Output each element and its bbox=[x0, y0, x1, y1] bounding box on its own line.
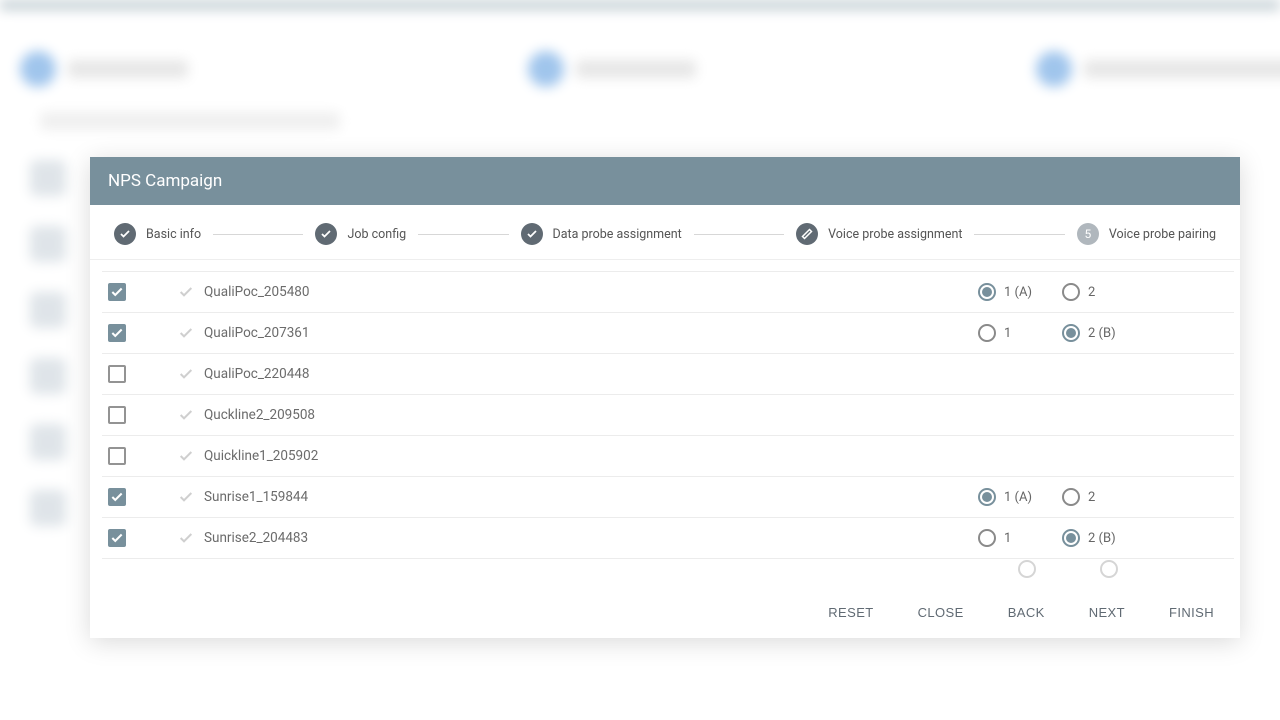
row-checkbox[interactable] bbox=[108, 447, 126, 465]
finish-button[interactable]: FINISH bbox=[1165, 599, 1218, 626]
status-check-icon bbox=[178, 530, 194, 546]
row-checkbox[interactable] bbox=[108, 365, 126, 383]
step-label: Voice probe pairing bbox=[1109, 227, 1216, 242]
reset-button[interactable]: RESET bbox=[824, 599, 877, 626]
probe-name: QualiPoc_220448 bbox=[204, 366, 309, 382]
row-checkbox[interactable] bbox=[108, 283, 126, 301]
radio-label: 1 (A) bbox=[1004, 285, 1034, 300]
row-checkbox[interactable] bbox=[108, 529, 126, 547]
pair-radio-option[interactable]: 1 (A) bbox=[978, 283, 1034, 301]
radio-icon bbox=[1062, 529, 1080, 547]
probe-name: QualiPoc_205480 bbox=[204, 284, 309, 300]
list-row: Sunrise1_159844 1 (A) 2 bbox=[102, 477, 1234, 518]
radio-label: 2 bbox=[1088, 285, 1118, 300]
radio-label: 1 (A) bbox=[1004, 490, 1034, 505]
list-row: QualiPoc_205480 1 (A) 2 bbox=[102, 272, 1234, 313]
row-checkbox[interactable] bbox=[108, 406, 126, 424]
probe-name: Quckline2_209508 bbox=[204, 407, 315, 423]
check-icon bbox=[521, 223, 543, 245]
radio-icon bbox=[978, 488, 996, 506]
pair-radio-group: 1 (A) 2 bbox=[978, 488, 1228, 506]
probe-list-scroll[interactable]: QualiPoc_205480 1 (A) 2 QualiPoc_207361 1 2 (… bbox=[90, 260, 1240, 587]
edit-icon bbox=[796, 223, 818, 245]
radio-label: 1 bbox=[1004, 326, 1034, 341]
nps-campaign-dialog: NPS Campaign Basic info Job config Data … bbox=[90, 157, 1240, 638]
step-label: Voice probe assignment bbox=[828, 227, 962, 242]
radio-label: 2 bbox=[1088, 490, 1118, 505]
back-button[interactable]: BACK bbox=[1004, 599, 1049, 626]
step-number-icon: 5 bbox=[1077, 223, 1099, 245]
probe-name: Sunrise1_159844 bbox=[204, 489, 308, 505]
pair-radio-option[interactable]: 2 (B) bbox=[1062, 324, 1118, 342]
step-label: Job config bbox=[347, 227, 406, 242]
pair-radio-option[interactable]: 1 bbox=[978, 324, 1034, 342]
radio-icon bbox=[978, 529, 996, 547]
row-checkbox[interactable] bbox=[108, 324, 126, 342]
step-basic-info[interactable]: Basic info bbox=[114, 223, 201, 245]
status-check-icon bbox=[178, 407, 194, 423]
radio-icon bbox=[1062, 283, 1080, 301]
radio-icon bbox=[978, 324, 996, 342]
status-check-icon bbox=[178, 284, 194, 300]
dialog-title: NPS Campaign bbox=[90, 157, 1240, 205]
pair-radio-option[interactable]: 2 bbox=[1062, 283, 1118, 301]
status-check-icon bbox=[178, 325, 194, 341]
check-icon bbox=[114, 223, 136, 245]
list-row: QualiPoc_207361 1 2 (B) bbox=[102, 313, 1234, 354]
step-voice-probe-assignment[interactable]: Voice probe assignment bbox=[796, 223, 962, 245]
radio-icon bbox=[1062, 324, 1080, 342]
step-label: Data probe assignment bbox=[553, 227, 682, 242]
next-button[interactable]: NEXT bbox=[1085, 599, 1129, 626]
list-row-partial bbox=[102, 559, 1234, 579]
list-row: QualiPoc_220448 bbox=[102, 354, 1234, 395]
step-voice-probe-pairing[interactable]: 5 Voice probe pairing bbox=[1077, 223, 1216, 245]
close-button[interactable]: CLOSE bbox=[914, 599, 968, 626]
step-label: Basic info bbox=[146, 227, 201, 242]
pair-radio-option[interactable]: 1 bbox=[978, 529, 1034, 547]
row-checkbox[interactable] bbox=[108, 488, 126, 506]
dialog-footer: RESET CLOSE BACK NEXT FINISH bbox=[90, 587, 1240, 638]
wizard-stepper: Basic info Job config Data probe assignm… bbox=[90, 205, 1240, 259]
step-job-config[interactable]: Job config bbox=[315, 223, 406, 245]
radio-label: 1 bbox=[1004, 531, 1034, 546]
list-row: Sunrise2_204483 1 2 (B) bbox=[102, 518, 1234, 559]
radio-icon bbox=[1062, 488, 1080, 506]
probe-name: Sunrise2_204483 bbox=[204, 530, 308, 546]
status-check-icon bbox=[178, 448, 194, 464]
pair-radio-group: 1 2 (B) bbox=[978, 324, 1228, 342]
radio-label: 2 (B) bbox=[1088, 531, 1118, 546]
pair-radio-option[interactable]: 2 bbox=[1062, 488, 1118, 506]
radio-label: 2 (B) bbox=[1088, 326, 1118, 341]
status-check-icon bbox=[178, 366, 194, 382]
list-row: Quckline2_209508 bbox=[102, 395, 1234, 436]
radio-icon bbox=[978, 283, 996, 301]
probe-list: QualiPoc_205480 1 (A) 2 QualiPoc_207361 1 2 (… bbox=[90, 259, 1240, 587]
pair-radio-option[interactable]: 1 (A) bbox=[978, 488, 1034, 506]
check-icon bbox=[315, 223, 337, 245]
list-row: Quickline1_205902 bbox=[102, 436, 1234, 477]
probe-name: QualiPoc_207361 bbox=[204, 325, 309, 341]
status-check-icon bbox=[178, 489, 194, 505]
list-row-partial bbox=[102, 260, 1234, 272]
pair-radio-group: 1 2 (B) bbox=[978, 529, 1228, 547]
step-data-probe[interactable]: Data probe assignment bbox=[521, 223, 682, 245]
probe-name: Quickline1_205902 bbox=[204, 448, 318, 464]
pair-radio-option[interactable]: 2 (B) bbox=[1062, 529, 1118, 547]
pair-radio-group: 1 (A) 2 bbox=[978, 283, 1228, 301]
